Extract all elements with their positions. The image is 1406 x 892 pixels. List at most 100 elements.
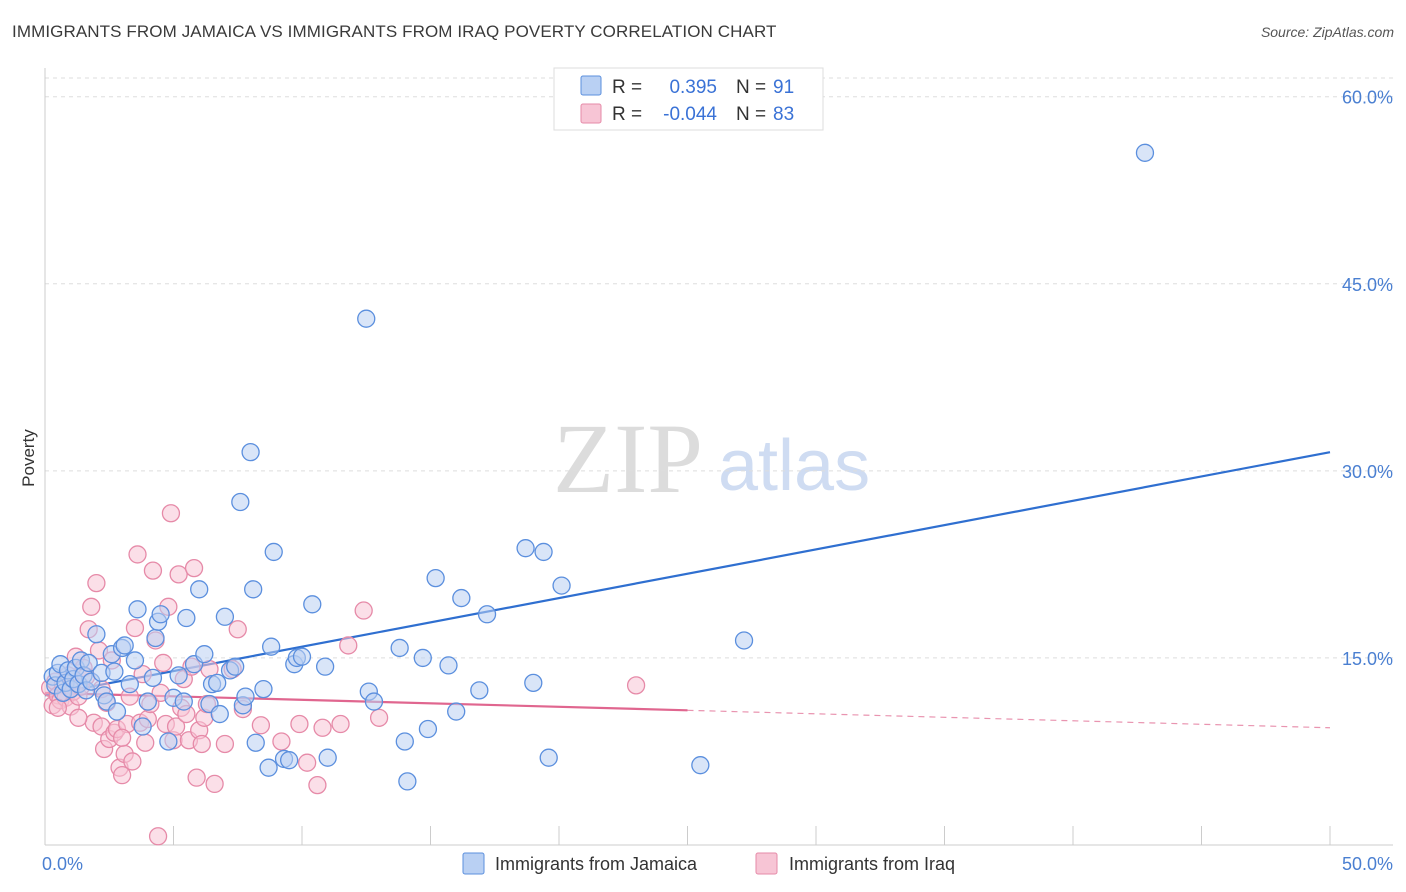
iraq-point-74 xyxy=(331,714,350,734)
jamaica-point-26 xyxy=(125,651,145,670)
iraq-point-82 xyxy=(112,728,132,747)
jamaica-point-77 xyxy=(447,702,466,721)
legend-swatch-jamaica xyxy=(580,75,602,96)
chart-title: IMMIGRANTS FROM JAMAICA VS IMMIGRANTS FR… xyxy=(12,22,777,41)
jamaica-trend-line xyxy=(44,451,1331,697)
jamaica-point-22 xyxy=(107,702,127,721)
bottom-legend-label-jamaica: Immigrants from Jamaica xyxy=(495,854,698,874)
jamaica-point-85 xyxy=(552,576,571,595)
jamaica-point-53 xyxy=(244,580,263,599)
iraq-trend-line-extension xyxy=(687,709,1331,729)
jamaica-point-71 xyxy=(395,732,414,751)
bottom-legend-swatch-jamaica xyxy=(462,852,485,875)
grid-lines xyxy=(45,77,1393,659)
jamaica-point-73 xyxy=(413,648,432,668)
iraq-point-78 xyxy=(626,676,646,695)
x-tick-label-min: 0.0% xyxy=(42,854,83,874)
iraq-point-64 xyxy=(215,734,235,754)
jamaica-point-78 xyxy=(452,588,471,608)
correlation-legend: R = 0.395 N = 91 R = -0.044 N = 83 xyxy=(553,67,824,131)
series-legend: Immigrants from Jamaica Immigrants from … xyxy=(462,852,955,875)
jamaica-points xyxy=(43,143,1155,791)
iraq-point-70 xyxy=(290,714,309,734)
iraq-point-28 xyxy=(112,766,132,785)
iraq-point-44 xyxy=(154,653,173,673)
iraq-point-33 xyxy=(125,618,145,638)
iraq-point-32 xyxy=(123,752,142,771)
iraq-point-73 xyxy=(313,718,332,737)
y-tick-label-15: 15.0% xyxy=(1342,649,1393,669)
jamaica-point-55 xyxy=(254,679,273,699)
jamaica-point-21 xyxy=(105,662,124,681)
jamaica-point-79 xyxy=(470,681,489,700)
legend-n-value-jamaica: 91 xyxy=(773,77,794,98)
iraq-point-42 xyxy=(148,827,168,846)
jamaica-point-74 xyxy=(418,719,438,739)
iraq-point-34 xyxy=(128,545,147,564)
jamaica-point-57 xyxy=(262,637,281,656)
jamaica-point-14 xyxy=(79,653,98,673)
legend-r-label-iraq: R = xyxy=(612,104,642,125)
jamaica-point-51 xyxy=(236,687,255,706)
jamaica-point-76 xyxy=(439,656,458,675)
legend-n-label-iraq: N = xyxy=(736,104,766,125)
jamaica-point-64 xyxy=(303,595,322,614)
iraq-point-16 xyxy=(82,597,101,616)
jamaica-point-67 xyxy=(357,309,376,328)
jamaica-point-58 xyxy=(264,542,283,562)
jamaica-point-81 xyxy=(516,539,535,558)
jamaica-point-16 xyxy=(87,625,106,644)
iraq-point-71 xyxy=(297,753,317,772)
jamaica-point-87 xyxy=(734,631,754,650)
jamaica-point-56 xyxy=(259,758,278,777)
legend-n-label-jamaica: N = xyxy=(736,77,766,98)
jamaica-point-30 xyxy=(143,668,163,688)
y-axis-title: Poverty xyxy=(19,429,38,487)
jamaica-point-41 xyxy=(195,645,214,664)
watermark-atlas: atlas xyxy=(718,426,870,506)
iraq-point-77 xyxy=(369,708,389,727)
axes: 15.0% 30.0% 45.0% 60.0% xyxy=(44,68,1393,846)
jamaica-point-70 xyxy=(390,638,409,658)
jamaica-point-75 xyxy=(426,568,445,588)
jamaica-point-63 xyxy=(292,647,312,666)
jamaica-point-60 xyxy=(279,751,299,770)
iraq-point-63 xyxy=(205,774,224,794)
bottom-legend-label-iraq: Immigrants from Iraq xyxy=(789,854,955,874)
iraq-point-50 xyxy=(169,565,188,584)
y-tick-label-45: 45.0% xyxy=(1342,275,1393,295)
legend-swatch-iraq xyxy=(580,103,602,124)
iraq-points xyxy=(40,504,646,846)
jamaica-point-80 xyxy=(477,605,497,624)
jamaica-point-88 xyxy=(1135,143,1155,162)
legend-r-label-jamaica: R = xyxy=(612,77,642,98)
jamaica-point-24 xyxy=(115,636,134,655)
iraq-point-72 xyxy=(308,775,327,795)
jamaica-point-46 xyxy=(215,607,235,626)
jamaica-point-48 xyxy=(226,657,245,676)
source-label: Source: ZipAtlas.com xyxy=(1260,24,1394,40)
jamaica-point-54 xyxy=(246,733,265,752)
jamaica-point-45 xyxy=(210,704,229,724)
jamaica-point-36 xyxy=(169,666,188,685)
iraq-point-69 xyxy=(272,732,291,751)
legend-n-value-iraq: 83 xyxy=(773,104,794,125)
jamaica-point-38 xyxy=(177,608,196,628)
y-tick-label-60: 60.0% xyxy=(1342,88,1393,108)
jamaica-point-29 xyxy=(138,692,157,711)
jamaica-point-25 xyxy=(120,674,139,694)
y-tick-label-30: 30.0% xyxy=(1342,462,1393,482)
iraq-point-68 xyxy=(251,716,271,735)
jamaica-point-40 xyxy=(190,580,209,599)
jamaica-point-66 xyxy=(318,748,337,767)
jamaica-point-86 xyxy=(691,756,710,775)
x-tick-label-max: 50.0% xyxy=(1342,854,1393,874)
iraq-point-49 xyxy=(166,717,186,736)
iraq-point-37 xyxy=(136,733,155,752)
jamaica-point-31 xyxy=(146,628,165,648)
jamaica-point-28 xyxy=(133,717,152,736)
jamaica-point-82 xyxy=(524,673,543,693)
jamaica-point-72 xyxy=(398,772,417,791)
watermark-zip: ZIP xyxy=(553,403,703,514)
